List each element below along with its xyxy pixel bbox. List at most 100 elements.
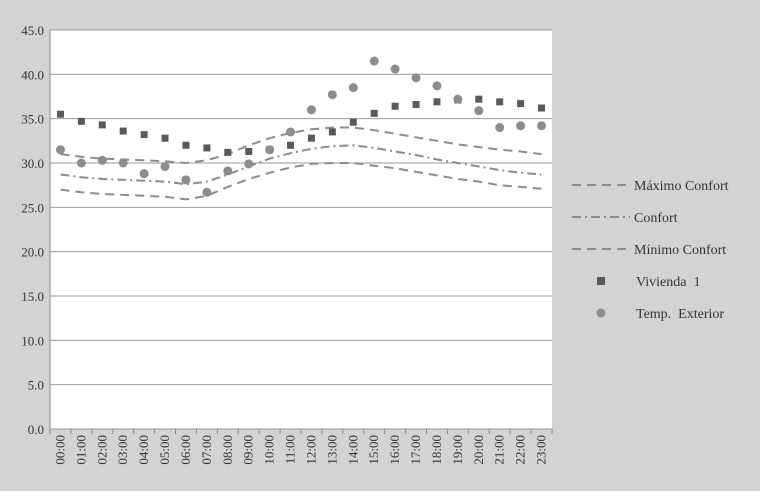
data-point-circle xyxy=(474,106,484,116)
series-2 xyxy=(60,144,542,186)
plot-area xyxy=(50,30,552,429)
data-point-circle xyxy=(76,158,86,168)
data-point-circle xyxy=(327,90,337,100)
series-5 xyxy=(55,56,547,197)
x-tick-label: 20:00 xyxy=(471,435,486,465)
x-tick-label: 01:00 xyxy=(73,435,88,465)
data-point-circle xyxy=(537,121,547,131)
series-1 xyxy=(60,126,542,165)
legend-label: Mínimo Confort xyxy=(634,243,726,258)
y-tick-label: 15.0 xyxy=(21,289,44,304)
x-tick-label: 08:00 xyxy=(220,435,235,465)
data-point-square xyxy=(203,144,211,152)
y-tick-label: 30.0 xyxy=(21,156,44,171)
data-point-circle xyxy=(453,94,463,104)
data-point-square xyxy=(391,102,399,110)
y-tick-label: 25.0 xyxy=(21,200,44,215)
data-point-circle xyxy=(202,187,212,197)
x-tick-label: 09:00 xyxy=(241,435,256,465)
data-point-circle xyxy=(411,73,421,83)
series xyxy=(55,56,547,201)
data-point-square xyxy=(475,95,483,103)
data-point-circle xyxy=(223,166,233,176)
data-point-square xyxy=(98,121,106,129)
data-point-circle xyxy=(118,158,128,168)
legend-square-swatch xyxy=(597,277,605,285)
data-point-circle xyxy=(139,169,149,179)
data-point-circle xyxy=(348,83,358,93)
data-point-square xyxy=(538,104,546,112)
series-3 xyxy=(60,162,542,201)
legend-label: Máximo Confort xyxy=(634,179,729,194)
data-point-square xyxy=(496,98,504,106)
data-point-square xyxy=(161,134,169,142)
data-point-square xyxy=(224,148,232,156)
series-line xyxy=(60,126,542,165)
data-point-circle xyxy=(516,121,526,131)
x-tick-label: 00:00 xyxy=(52,435,67,465)
x-tick-label: 12:00 xyxy=(303,435,318,465)
series-line xyxy=(60,144,542,186)
x-tick-label: 14:00 xyxy=(345,435,360,465)
x-tick-label: 17:00 xyxy=(408,435,423,465)
data-point-square xyxy=(412,100,420,108)
data-point-circle xyxy=(97,155,107,165)
data-point-square xyxy=(56,110,64,118)
x-tick-label: 10:00 xyxy=(262,435,277,465)
legend-label: Vivienda 1 xyxy=(636,275,700,290)
data-point-square xyxy=(245,147,253,155)
data-point-square xyxy=(182,141,190,149)
series-line xyxy=(60,162,542,201)
data-point-square xyxy=(140,131,148,139)
legend-item: Confort xyxy=(572,211,678,226)
y-tick-label: 5.0 xyxy=(28,378,44,393)
data-point-square xyxy=(349,118,357,126)
y-tick-label: 20.0 xyxy=(21,245,44,260)
x-tick-label: 22:00 xyxy=(513,435,528,465)
data-point-square xyxy=(517,100,525,108)
legend-item: Vivienda 1 xyxy=(597,275,700,290)
legend-item: Temp. Exterior xyxy=(596,307,724,322)
x-tick-label: 15:00 xyxy=(366,435,381,465)
y-tick-label: 35.0 xyxy=(21,112,44,127)
x-tick-label: 07:00 xyxy=(199,435,214,465)
y-tick-label: 45.0 xyxy=(21,23,44,38)
legend-label: Temp. Exterior xyxy=(636,307,724,322)
x-tick-label: 13:00 xyxy=(324,435,339,465)
data-point-circle xyxy=(181,175,191,185)
legend-circle-swatch xyxy=(596,308,606,318)
data-point-square xyxy=(433,98,441,106)
x-tick-label: 02:00 xyxy=(94,435,109,465)
data-point-circle xyxy=(432,81,442,91)
legend-item: Máximo Confort xyxy=(572,179,729,194)
x-tick-label: 21:00 xyxy=(492,435,507,465)
data-point-square xyxy=(287,141,295,149)
data-point-circle xyxy=(306,105,316,115)
x-tick-label: 23:00 xyxy=(534,435,549,465)
data-point-square xyxy=(370,109,378,117)
data-point-circle xyxy=(55,145,65,155)
data-point-square xyxy=(119,127,127,135)
y-tick-label: 0.0 xyxy=(28,422,44,437)
x-tick-label: 03:00 xyxy=(115,435,130,465)
y-tick-label: 10.0 xyxy=(21,333,44,348)
x-tick-label: 19:00 xyxy=(450,435,465,465)
legend-item: Mínimo Confort xyxy=(572,243,726,258)
legend: Máximo Confort Confort Mínimo Confort Vivie… xyxy=(572,179,729,322)
data-point-circle xyxy=(244,159,254,169)
data-point-circle xyxy=(265,145,275,155)
x-tick-label: 11:00 xyxy=(283,435,298,464)
data-point-circle xyxy=(390,64,400,74)
data-point-square xyxy=(307,134,315,142)
data-point-circle xyxy=(160,162,170,172)
data-point-square xyxy=(77,117,85,125)
grid-lines xyxy=(50,29,552,430)
axes: 0.0 5.0 10.0 15.0 20.0 25.0 30.0 35.0 40.0 45.0 00… xyxy=(21,23,553,465)
x-tick-label: 16:00 xyxy=(387,435,402,465)
x-tick-label: 18:00 xyxy=(429,435,444,465)
y-tick-label: 40.0 xyxy=(21,67,44,82)
data-point-circle xyxy=(369,56,379,66)
data-point-circle xyxy=(286,127,296,137)
